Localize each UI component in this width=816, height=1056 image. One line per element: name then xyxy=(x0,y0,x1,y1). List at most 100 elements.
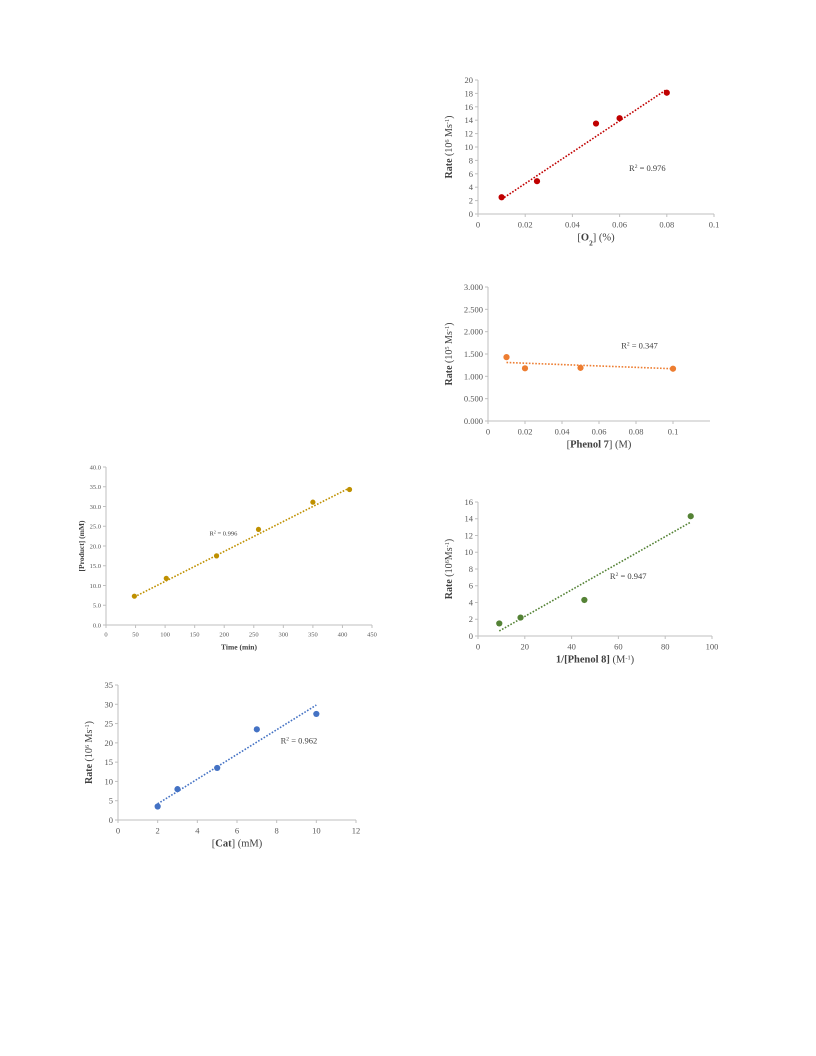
chart-svg: 0 2 4 6 8 10 12 14 16 0 20 40 60 80 100 R2 = 0.947 Rate … xyxy=(444,497,719,666)
data-point xyxy=(346,486,353,493)
x-tick-label: 0 xyxy=(476,642,480,652)
chart-rate-vs-oxygen: 0 2 4 6 8 10 12 14 16 18 20 0 0.02 0.04 0.06 0.08 0.1 R2 … xyxy=(440,72,730,252)
y-tick-label: 35.0 xyxy=(90,484,101,491)
data-point xyxy=(154,803,161,810)
y-tick-label: 14 xyxy=(465,115,474,125)
y-tick-label: 8 xyxy=(469,155,473,165)
x-tick-label: 0.04 xyxy=(555,427,571,437)
x-tick-label: 250 xyxy=(249,632,259,639)
y-tick-label: 10 xyxy=(465,142,474,152)
data-point xyxy=(313,710,320,718)
chart-svg: 0 2 4 6 8 10 12 14 16 18 20 0 0.02 0.04 0.06 0.08 0.1 R2 … xyxy=(444,75,720,248)
x-tick-label: 12 xyxy=(352,826,361,836)
data-point xyxy=(503,354,510,361)
y-tick-label: 15.0 xyxy=(90,563,101,570)
y-tick-label: 25.0 xyxy=(90,524,101,531)
data-point xyxy=(616,115,623,122)
y-tick-label: 6 xyxy=(469,581,473,591)
y-tick-label: 0 xyxy=(469,631,473,641)
x-tick-label: 60 xyxy=(614,642,623,652)
y-axis-label: Rate (106 Ms-1) xyxy=(84,721,96,784)
y-tick-label: 4 xyxy=(469,182,474,192)
x-tick-label: 0.08 xyxy=(659,220,674,230)
data-point xyxy=(669,365,677,372)
y-tick-label: 12 xyxy=(465,129,474,139)
y-tick-label: 5 xyxy=(109,796,113,806)
y-axis-label: Rate (105 Ms-1) xyxy=(444,323,456,386)
x-axis-label: [Cat] (mM) xyxy=(212,839,263,850)
chart-svg: 0.0 5.0 10.0 15.0 20.0 25.0 30.0 35.0 40.0 0 50 100… xyxy=(77,464,377,652)
data-point xyxy=(213,553,220,559)
x-axis-label: [Phenol 7] (M) xyxy=(567,440,632,451)
chart-product-vs-time: 0.0 5.0 10.0 15.0 20.0 25.0 30.0 35.0 40.0 0 50 100… xyxy=(70,460,390,652)
x-tick-label: 450 xyxy=(367,632,377,639)
x-axis-label: [O2] (%) xyxy=(577,233,615,248)
trendline xyxy=(498,521,692,632)
trendline xyxy=(157,704,317,805)
y-tick-label: 12 xyxy=(465,530,474,540)
x-tick-label: 0.02 xyxy=(518,220,533,230)
y-tick-label: 16 xyxy=(465,102,474,112)
y-tick-label: 35 xyxy=(105,680,114,690)
y-tick-label: 10 xyxy=(105,776,114,786)
y-tick-label: 8 xyxy=(469,564,473,574)
y-tick-label: 0 xyxy=(469,209,473,219)
y-tick-label: 15 xyxy=(105,757,114,767)
data-point xyxy=(255,526,262,533)
x-tick-label: 300 xyxy=(278,632,288,639)
data-point xyxy=(253,726,260,733)
x-axis-label: 1/[Phenol 8] (M-1) xyxy=(556,654,635,666)
r-squared-annotation: R2 = 0.947 xyxy=(610,571,647,581)
data-point xyxy=(131,593,137,599)
x-tick-label: 40 xyxy=(567,642,576,652)
y-tick-label: 0.0 xyxy=(93,622,101,629)
data-point xyxy=(533,178,541,185)
chart-svg: 0.000 0.500 1.000 1.500 2.000 2.500 3.000 0 0.02… xyxy=(444,282,710,451)
data-point xyxy=(496,620,503,627)
x-tick-label: 4 xyxy=(195,826,200,836)
y-tick-label: 6 xyxy=(469,169,473,179)
x-axis-label: Time (min) xyxy=(221,643,257,652)
x-tick-label: 100 xyxy=(160,632,170,639)
data-point xyxy=(592,120,600,127)
x-tick-label: 0 xyxy=(116,826,120,836)
y-tick-label: 3.000 xyxy=(464,282,483,292)
y-tick-label: 1.000 xyxy=(464,371,483,381)
y-tick-label: 0.000 xyxy=(464,416,483,426)
y-tick-label: 20 xyxy=(465,75,474,85)
data-point xyxy=(163,575,169,581)
data-point xyxy=(581,596,588,604)
data-point xyxy=(498,194,505,201)
y-tick-label: 16 xyxy=(465,497,474,507)
x-tick-label: 0.1 xyxy=(709,220,720,230)
chart-svg: 0 5 10 15 20 25 30 35 0 2 4 6 8 10 12 R2 = 0.962 Rate (1… xyxy=(84,680,361,850)
data-point xyxy=(214,764,221,772)
x-tick-label: 0.06 xyxy=(612,220,627,230)
y-tick-label: 4 xyxy=(469,597,474,607)
data-point xyxy=(310,499,316,505)
y-axis-label: Rate (106 Ms-1) xyxy=(444,116,456,179)
chart-rate-vs-inverse-phenol-8: 0 2 4 6 8 10 12 14 16 0 20 40 60 80 100 R2 = 0.947 Rate … xyxy=(440,495,730,670)
data-point xyxy=(517,614,524,621)
y-tick-label: 25 xyxy=(105,719,114,729)
y-tick-label: 40.0 xyxy=(90,464,101,471)
trendline xyxy=(506,361,674,370)
y-axis-label: [Product] (mM) xyxy=(77,520,86,571)
y-tick-label: 2 xyxy=(469,614,473,624)
x-tick-label: 8 xyxy=(275,826,279,836)
x-tick-label: 0 xyxy=(476,220,480,230)
x-tick-label: 0 xyxy=(104,632,107,639)
x-tick-label: 150 xyxy=(190,632,200,639)
data-point xyxy=(687,513,694,520)
chart-rate-vs-phenol-7: 0.000 0.500 1.000 1.500 2.000 2.500 3.000 0 0.02… xyxy=(440,280,730,460)
y-tick-label: 14 xyxy=(465,514,474,524)
x-tick-label: 100 xyxy=(706,642,719,652)
y-tick-label: 1.500 xyxy=(464,349,483,359)
y-tick-label: 30.0 xyxy=(90,504,101,511)
x-tick-label: 350 xyxy=(308,632,318,639)
y-tick-label: 5.0 xyxy=(93,603,101,610)
x-tick-label: 80 xyxy=(661,642,670,652)
data-point xyxy=(174,786,181,793)
x-tick-label: 200 xyxy=(219,632,229,639)
y-tick-label: 0.500 xyxy=(464,394,483,404)
